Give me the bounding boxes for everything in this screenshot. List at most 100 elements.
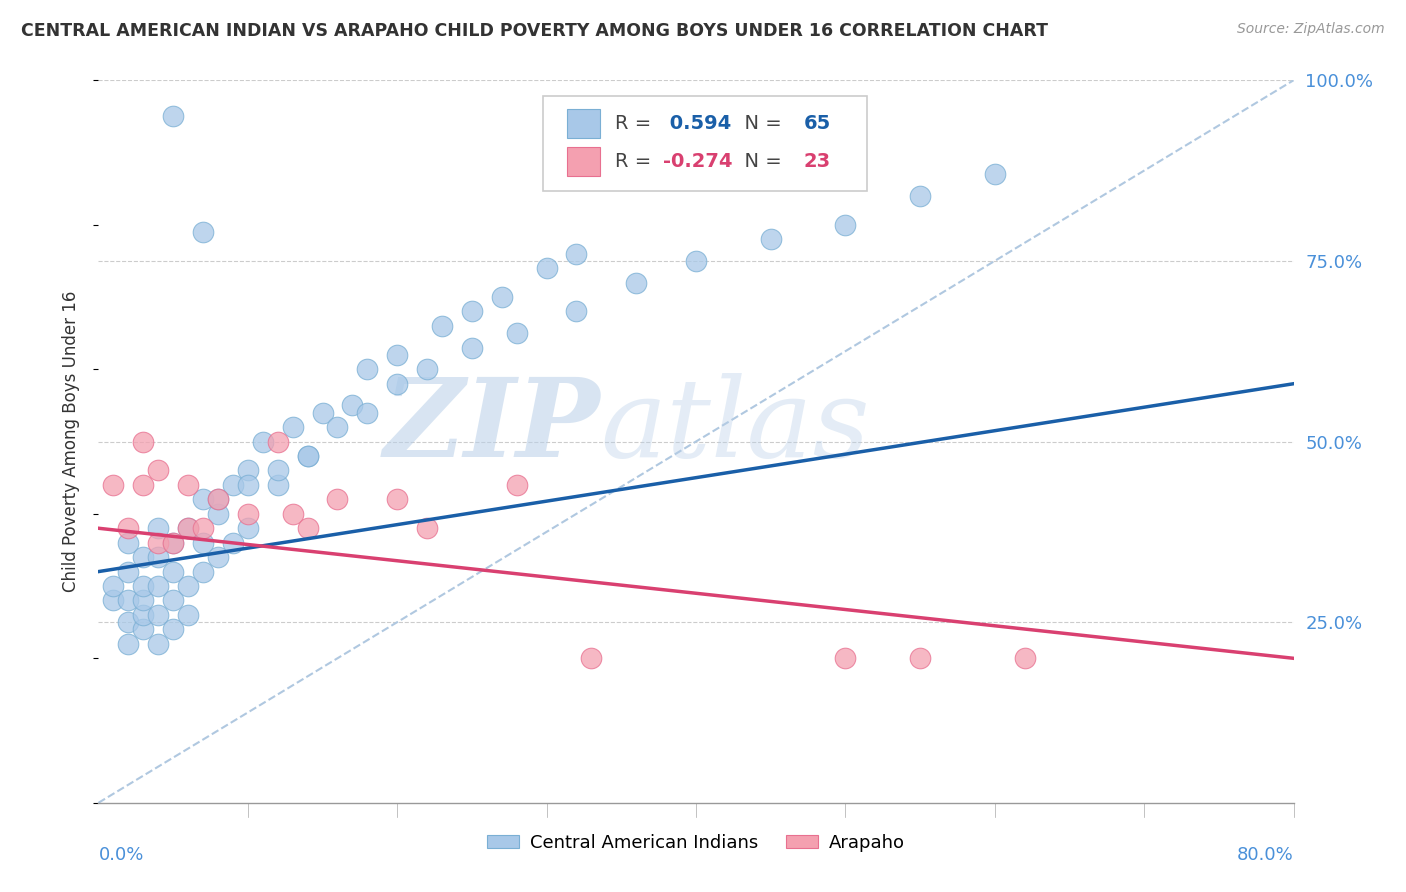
- FancyBboxPatch shape: [543, 96, 868, 191]
- Point: [117, 593, 139, 607]
- Point: [148, 579, 170, 593]
- Point: [207, 507, 229, 521]
- Text: N =: N =: [733, 114, 787, 133]
- Text: -0.274: -0.274: [662, 152, 733, 170]
- Point: [267, 434, 290, 449]
- Point: [148, 607, 170, 622]
- Legend: Central American Indians, Arapaho: Central American Indians, Arapaho: [479, 826, 912, 859]
- Point: [177, 478, 200, 492]
- Point: [103, 478, 125, 492]
- Point: [132, 593, 155, 607]
- Point: [311, 406, 333, 420]
- Point: [281, 420, 304, 434]
- Point: [267, 463, 290, 477]
- Point: [177, 607, 200, 622]
- Point: [236, 478, 259, 492]
- Point: [506, 478, 529, 492]
- Text: 0.0%: 0.0%: [98, 847, 143, 864]
- Point: [461, 341, 484, 355]
- Text: 0.594: 0.594: [662, 114, 731, 133]
- Text: atlas: atlas: [600, 374, 870, 481]
- Point: [385, 348, 409, 362]
- Point: [117, 615, 139, 630]
- Point: [148, 521, 170, 535]
- Point: [117, 565, 139, 579]
- Point: [252, 434, 274, 449]
- Point: [132, 623, 155, 637]
- Point: [385, 376, 409, 391]
- Point: [207, 492, 229, 507]
- Point: [536, 261, 558, 276]
- Point: [132, 434, 155, 449]
- Point: [117, 637, 139, 651]
- Point: [222, 535, 245, 549]
- Text: R =: R =: [614, 114, 657, 133]
- Point: [148, 550, 170, 565]
- Text: CENTRAL AMERICAN INDIAN VS ARAPAHO CHILD POVERTY AMONG BOYS UNDER 16 CORRELATION: CENTRAL AMERICAN INDIAN VS ARAPAHO CHILD…: [21, 22, 1047, 40]
- Point: [132, 550, 155, 565]
- Point: [191, 492, 214, 507]
- Point: [626, 276, 648, 290]
- Text: N =: N =: [733, 152, 787, 170]
- Point: [148, 535, 170, 549]
- Point: [908, 651, 931, 665]
- Point: [117, 535, 139, 549]
- Point: [162, 593, 184, 607]
- Point: [326, 492, 349, 507]
- Point: [267, 478, 290, 492]
- Point: [759, 232, 782, 246]
- FancyBboxPatch shape: [567, 109, 600, 138]
- Point: [162, 110, 184, 124]
- Point: [834, 218, 856, 232]
- Point: [207, 550, 229, 565]
- Y-axis label: Child Poverty Among Boys Under 16: Child Poverty Among Boys Under 16: [62, 291, 80, 592]
- Point: [281, 507, 304, 521]
- Point: [908, 189, 931, 203]
- Point: [297, 521, 319, 535]
- Point: [236, 463, 259, 477]
- Point: [685, 253, 707, 268]
- Point: [297, 449, 319, 463]
- Point: [132, 607, 155, 622]
- Point: [430, 318, 453, 333]
- Point: [191, 565, 214, 579]
- Point: [148, 463, 170, 477]
- FancyBboxPatch shape: [567, 147, 600, 176]
- Point: [222, 478, 245, 492]
- Point: [326, 420, 349, 434]
- Point: [191, 225, 214, 239]
- Point: [162, 565, 184, 579]
- Text: Source: ZipAtlas.com: Source: ZipAtlas.com: [1237, 22, 1385, 37]
- Text: 23: 23: [804, 152, 831, 170]
- Point: [342, 398, 364, 412]
- Point: [565, 304, 588, 318]
- Point: [1014, 651, 1036, 665]
- Point: [297, 449, 319, 463]
- Point: [191, 535, 214, 549]
- Point: [117, 521, 139, 535]
- Point: [207, 492, 229, 507]
- Point: [132, 478, 155, 492]
- Text: R =: R =: [614, 152, 657, 170]
- Point: [103, 593, 125, 607]
- Point: [356, 406, 378, 420]
- Point: [461, 304, 484, 318]
- Text: 80.0%: 80.0%: [1237, 847, 1294, 864]
- Point: [162, 535, 184, 549]
- Point: [984, 167, 1007, 181]
- Point: [191, 521, 214, 535]
- Text: 65: 65: [804, 114, 831, 133]
- Point: [416, 362, 439, 376]
- Point: [236, 521, 259, 535]
- Point: [565, 246, 588, 260]
- Point: [132, 579, 155, 593]
- Point: [148, 637, 170, 651]
- Point: [581, 651, 603, 665]
- Point: [162, 535, 184, 549]
- Point: [236, 507, 259, 521]
- Point: [177, 579, 200, 593]
- Point: [491, 290, 513, 304]
- Point: [834, 651, 856, 665]
- Point: [385, 492, 409, 507]
- Point: [103, 579, 125, 593]
